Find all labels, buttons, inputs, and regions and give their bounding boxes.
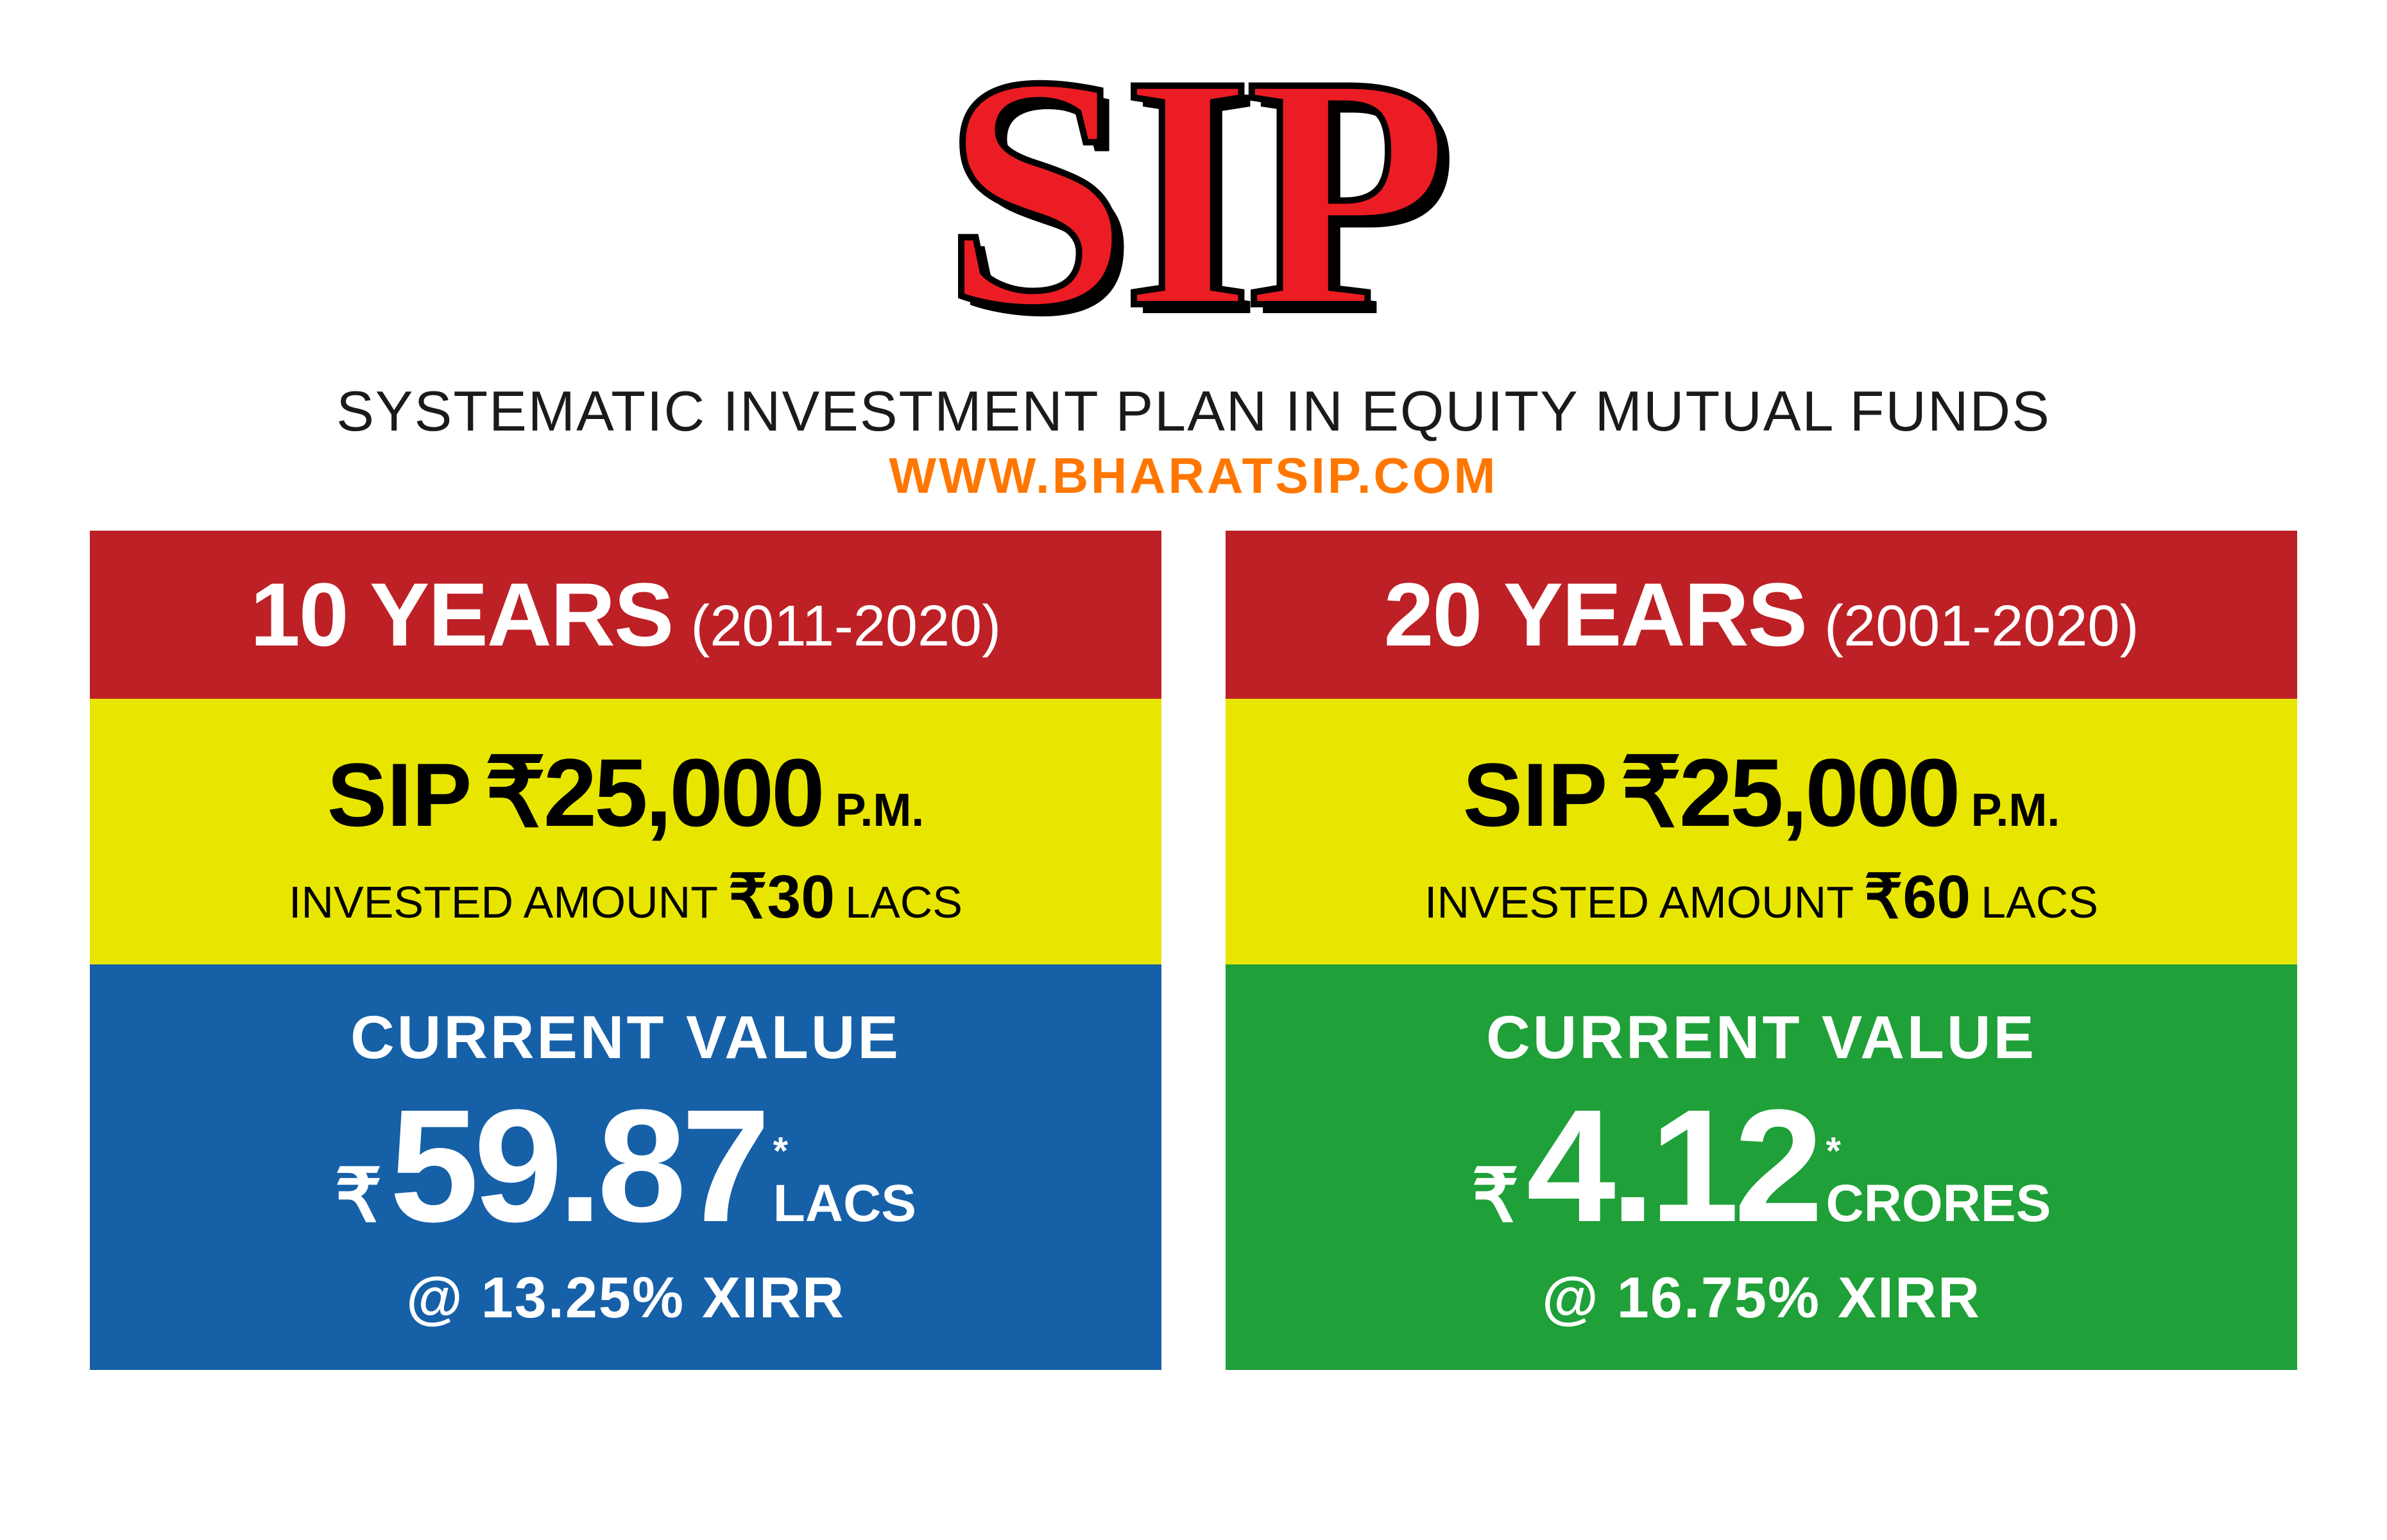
sip-line: SIP ₹25,000 P.M. (116, 737, 1136, 849)
years-label: 10 YEARS (250, 563, 672, 667)
invested-label: INVESTED AMOUNT (1425, 877, 1854, 928)
current-value-line: ₹ 4.12 * CRORES (1251, 1086, 2272, 1246)
sip-label: SIP (327, 743, 472, 847)
card-header: 10 YEARS (2011-2020) (90, 531, 1161, 699)
current-value-label: CURRENT VALUE (1251, 1003, 2272, 1073)
rupee-icon: ₹ (1472, 1153, 1519, 1239)
sip-pm: P.M. (1971, 784, 2060, 837)
subtitle: SYSTEMATIC INVESTMENT PLAN IN EQUITY MUT… (77, 379, 2310, 444)
sip-pm: P.M. (835, 784, 925, 837)
years-range: (2011-2020) (690, 594, 1001, 660)
xirr-line: @ 16.75% XIRR (1251, 1265, 2272, 1331)
current-value-unit: * CRORES (1826, 1174, 2051, 1234)
years-label: 20 YEARS (1384, 563, 1806, 667)
invested-amount: ₹30 (728, 862, 835, 932)
main-title: SIP (943, 26, 1443, 359)
asterisk-icon: * (1826, 1129, 1840, 1173)
card-header: 20 YEARS (2001-2020) (1226, 531, 2297, 699)
sip-line: SIP ₹25,000 P.M. (1251, 737, 2272, 849)
invested-line: INVESTED AMOUNT ₹30 LACS (116, 862, 1136, 932)
current-value-label: CURRENT VALUE (116, 1003, 1136, 1073)
invested-line: INVESTED AMOUNT ₹60 LACS (1251, 862, 2272, 932)
card-mid: SIP ₹25,000 P.M. INVESTED AMOUNT ₹60 LAC… (1226, 699, 2297, 964)
website-url: WWW.BHARATSIP.COM (77, 447, 2310, 505)
card-20-years: 20 YEARS (2001-2020) SIP ₹25,000 P.M. IN… (1226, 531, 2297, 1370)
card-bottom: CURRENT VALUE ₹ 59.87 * LACS @ 13.25% XI… (90, 964, 1161, 1370)
sip-amount: ₹25,000 (484, 737, 822, 849)
sip-amount: ₹25,000 (1620, 737, 1958, 849)
years-range: (2001-2020) (1824, 594, 2139, 660)
card-mid: SIP ₹25,000 P.M. INVESTED AMOUNT ₹30 LAC… (90, 699, 1161, 964)
current-value-line: ₹ 59.87 * LACS (116, 1086, 1136, 1246)
header: SIP SYSTEMATIC INVESTMENT PLAN IN EQUITY… (77, 26, 2310, 505)
card-10-years: 10 YEARS (2011-2020) SIP ₹25,000 P.M. IN… (90, 531, 1161, 1370)
invested-label: INVESTED AMOUNT (289, 877, 718, 928)
xirr-line: @ 13.25% XIRR (116, 1265, 1136, 1331)
card-bottom: CURRENT VALUE ₹ 4.12 * CRORES @ 16.75% X… (1226, 964, 2297, 1370)
current-value: 59.87 (389, 1086, 766, 1246)
sip-label: SIP (1463, 743, 1608, 847)
unit-text: LACS (773, 1174, 916, 1233)
unit-text: CRORES (1826, 1174, 2051, 1233)
cards-container: 10 YEARS (2011-2020) SIP ₹25,000 P.M. IN… (77, 531, 2310, 1370)
current-value: 4.12 (1527, 1086, 1818, 1246)
invested-unit: LACS (845, 877, 963, 928)
current-value-unit: * LACS (773, 1174, 916, 1234)
asterisk-icon: * (773, 1129, 788, 1173)
invested-unit: LACS (1981, 877, 2098, 928)
invested-amount: ₹60 (1864, 862, 1971, 932)
rupee-icon: ₹ (335, 1153, 382, 1239)
